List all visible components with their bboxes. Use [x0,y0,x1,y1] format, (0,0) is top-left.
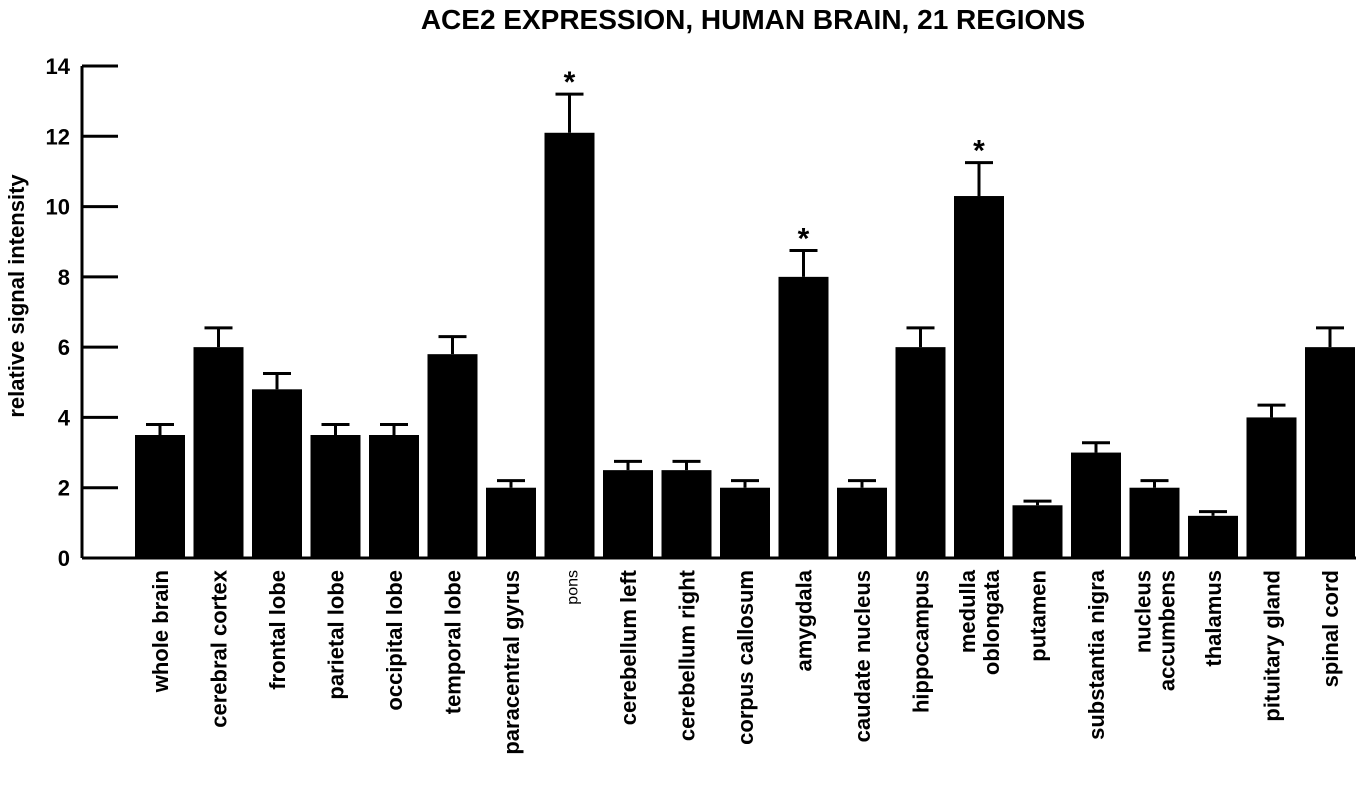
y-tick-label: 6 [58,335,70,360]
x-tick-label: thalamus [1201,570,1226,667]
bar [661,470,712,558]
x-tick-label-line: frontal lobe [265,570,290,690]
bar [193,347,244,558]
annotations: * * * [564,66,986,255]
bar [603,470,653,558]
significance-marker: * [564,66,576,99]
bar [310,435,361,558]
y-axis: 0 2 4 6 8 10 12 14 [46,54,118,571]
y-tick-label: 4 [58,405,71,430]
bar [486,487,536,558]
y-tick-label: 14 [46,54,71,79]
x-tick-label-line: whole brain [148,570,173,693]
bar [135,435,185,558]
y-tick-label: 0 [58,546,70,571]
y-tick-label: 8 [58,265,70,290]
bar [837,487,887,558]
x-tick-label: whole brain [148,570,173,693]
x-tick-label: pons [565,570,582,605]
bars [135,132,1355,558]
x-tick-label: amygdala [792,569,817,671]
bar [1305,347,1355,558]
x-tick-label: paracentral gyrus [499,570,524,755]
y-axis-label: relative signal intensity [4,174,29,418]
bar [427,354,478,558]
x-tick-label-line: amygdala [792,569,817,671]
bar [369,435,419,558]
x-tick-label-line: occipital lobe [382,570,407,711]
x-tick-label-line: corpus callosum [733,570,758,745]
bar [1071,452,1121,558]
x-tick-label-line: hippocampus [909,570,934,713]
x-tick-label: nucleus accumbens [1131,570,1180,691]
x-tick-label: corpus callosum [733,570,758,745]
x-tick-label: spinal cord [1318,570,1343,687]
x-tick-label: parietal lobe [324,570,349,700]
y-tick-label: 2 [58,476,70,501]
x-tick-label-line: temporal lobe [441,570,466,714]
x-tick-label: pituitary gland [1260,570,1285,722]
x-tick-label-line: nucleus [1131,570,1156,653]
x-tick-label: cerebellum right [675,569,700,741]
x-tick-label: hippocampus [909,570,934,713]
bar [895,347,946,558]
significance-marker: * [798,223,810,256]
bar [1129,487,1180,558]
x-tick-label-line: cerebral cortex [207,569,232,728]
x-tick-label: frontal lobe [265,570,290,690]
x-tick-label: medulla oblongata [955,569,1004,675]
bar [252,389,302,558]
x-tick-label-line: cerebellum left [616,569,641,725]
x-tick-label: cerebellum left [616,569,641,725]
x-tick-label-line: paracentral gyrus [499,570,524,755]
x-tick-label-line: substantia nigra [1084,569,1109,740]
bar [1246,417,1297,558]
x-tick-label: substantia nigra [1084,569,1109,740]
x-tick-label-line: parietal lobe [324,570,349,700]
x-tick-label-line: pituitary gland [1260,570,1285,722]
x-tick-label-line: thalamus [1201,570,1226,667]
bar [954,196,1004,558]
y-tick-label: 12 [46,124,70,149]
bar [778,276,829,558]
significance-marker: * [973,135,985,168]
bar [720,487,770,558]
chart-title: ACE2 EXPRESSION, HUMAN BRAIN, 21 REGIONS [420,4,1086,35]
x-tick-label-line: oblongata [979,569,1004,675]
x-tick-label: occipital lobe [382,570,407,711]
x-tick-label-line: medulla [955,569,980,653]
x-tick-label-line: putamen [1026,570,1051,662]
x-tick-label-line: accumbens [1155,570,1180,691]
bar [544,132,595,558]
x-tick-label-line: caudate nucleus [850,570,875,742]
x-tick-label-line: spinal cord [1318,570,1343,687]
x-tick-label: caudate nucleus [850,570,875,742]
bar [1012,505,1063,558]
x-tick-label: temporal lobe [441,570,466,714]
x-tick-label-line: pons [565,570,582,605]
x-tick-label: cerebral cortex [207,569,232,728]
y-tick-label: 10 [46,195,70,220]
error-bars [146,92,1344,516]
bar [1188,515,1238,558]
x-tick-label: putamen [1026,570,1051,662]
x-tick-label-line: cerebellum right [675,569,700,741]
x-tick-labels: whole brain cerebral cortex frontal lobe pa… [148,569,1343,754]
